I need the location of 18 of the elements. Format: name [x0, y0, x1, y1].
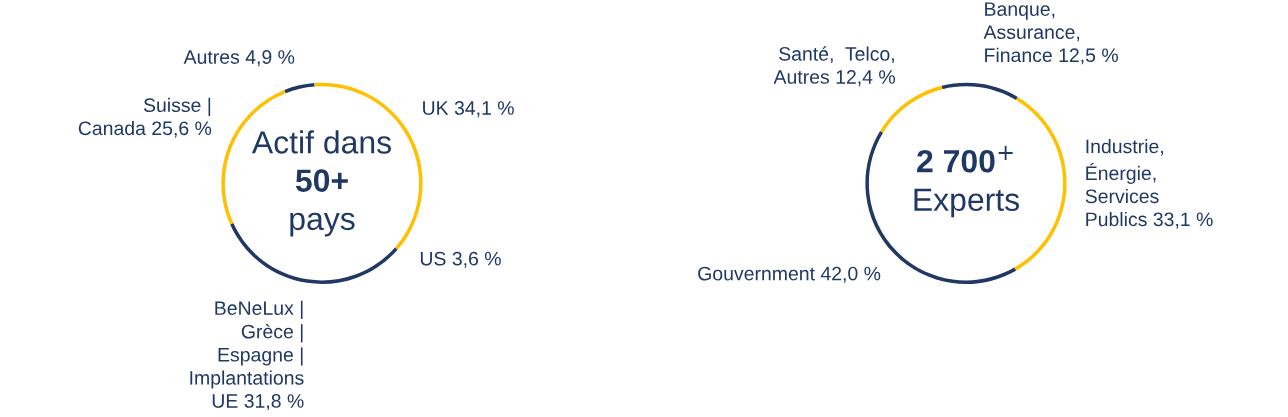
text: Experts — [914, 188, 1019, 218]
donut-slice — [284, 83, 315, 94]
donut-slice — [865, 130, 1017, 284]
donut-slice — [941, 82, 1018, 101]
text: 50+ — [295, 169, 348, 192]
slice-label: Santé, Telco, Autres 12,4 % — [773, 46, 895, 87]
text: 2 700$^{+}$ — [917, 145, 1013, 173]
slice-label: US 3,6 % — [420, 251, 501, 268]
text: Actif dans — [251, 130, 391, 154]
slice-label: Gouvernment 42,0 % — [698, 266, 881, 283]
slice-label: Banque, Assurance, Finance 12,5 % — [983, 2, 1118, 65]
text: pays — [290, 212, 355, 237]
slice-label: UK 34,1 % — [423, 101, 514, 118]
slice-label: BeNeLux | Grèce | Espagne | Implantations UE 31,8 % — [190, 300, 304, 411]
donut-slice — [880, 85, 943, 133]
slice-label: Industrie, Énergie, Services Publics 33,1 % — [1085, 139, 1213, 229]
slice-label: Autres 4,9 % — [183, 50, 295, 67]
slice-label: Suisse | Canada 25,6 % — [78, 97, 212, 138]
